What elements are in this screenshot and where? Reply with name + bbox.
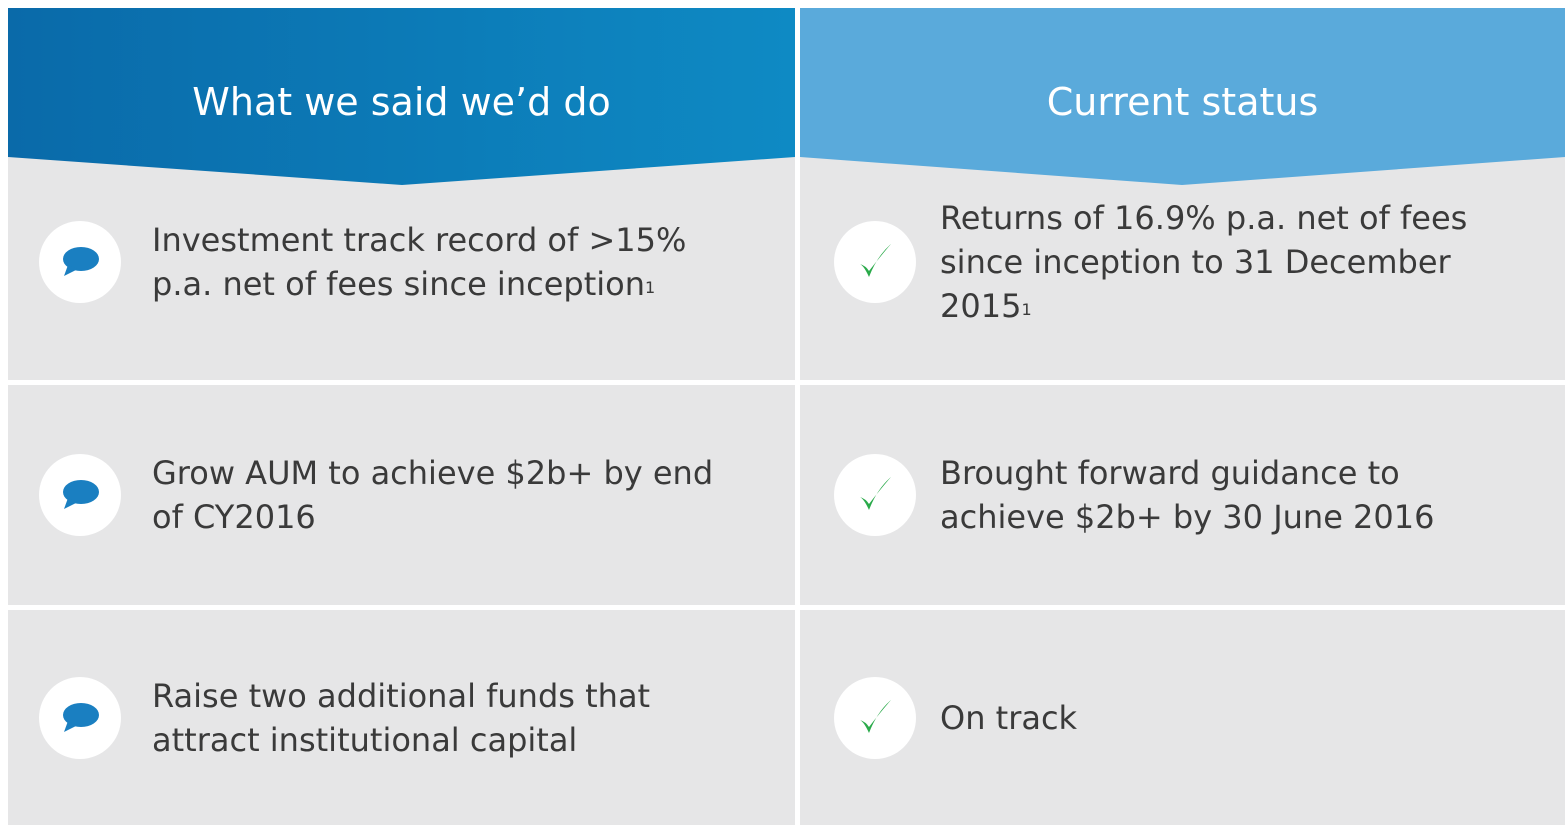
speech-icon bbox=[39, 454, 121, 536]
row-cell: Grow AUM to achieve $2b+ by end of CY201… bbox=[152, 385, 752, 605]
header-left: What we said we’d do bbox=[192, 80, 611, 124]
row-bg bbox=[8, 610, 795, 825]
check-icon bbox=[834, 221, 916, 303]
check-icon bbox=[834, 676, 916, 759]
row-cell: Investment track record of >15% p.a. net… bbox=[152, 182, 752, 342]
cell-text: Brought forward guidance to achieve $2b+… bbox=[940, 451, 1500, 539]
row-cell: Brought forward guidance to achieve $2b+… bbox=[940, 385, 1500, 605]
row-bg bbox=[8, 385, 795, 605]
cell-text: Grow AUM to achieve $2b+ by end of CY201… bbox=[152, 451, 752, 539]
speech-icon bbox=[39, 221, 121, 303]
cell-text: Returns of 16.9% p.a. net of fees since … bbox=[940, 196, 1500, 328]
row-bg bbox=[800, 385, 1565, 605]
row-bg bbox=[800, 610, 1565, 825]
text: Returns of 16.9% p.a. net of fees since … bbox=[940, 199, 1468, 325]
header-right: Current status bbox=[1046, 80, 1319, 124]
header-right-bg bbox=[800, 8, 1565, 185]
header-left-bg bbox=[8, 8, 795, 185]
footnote-ref: 1 bbox=[644, 278, 656, 297]
row-cell: Returns of 16.9% p.a. net of fees since … bbox=[940, 182, 1500, 342]
check-icon bbox=[834, 454, 916, 536]
text: Grow AUM to achieve $2b+ by end of CY201… bbox=[152, 454, 714, 536]
text: Raise two additional funds that attract … bbox=[152, 676, 651, 759]
row-bg bbox=[800, 157, 1565, 380]
cell-text: Investment track record of >15% p.a. net… bbox=[152, 218, 752, 306]
row-cell: On track bbox=[940, 610, 1500, 825]
text: Investment track record of >15% p.a. net… bbox=[152, 221, 687, 303]
text: On track bbox=[940, 698, 1078, 737]
cell-text: Raise two additional funds that attract … bbox=[152, 674, 752, 762]
row-bg bbox=[8, 157, 795, 380]
footnote-ref: 1 bbox=[1021, 300, 1032, 319]
speech-icon bbox=[39, 676, 121, 759]
cell-text: On track bbox=[940, 696, 1077, 740]
row-cell: Raise two additional funds that attract … bbox=[152, 610, 752, 825]
text: Brought forward guidance to achieve $2b+… bbox=[940, 454, 1435, 536]
